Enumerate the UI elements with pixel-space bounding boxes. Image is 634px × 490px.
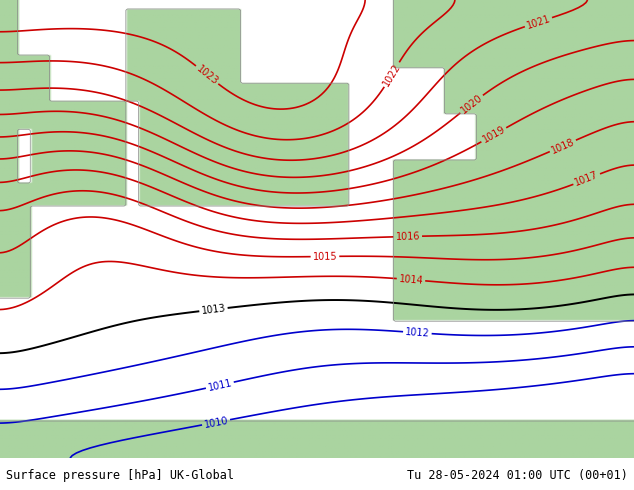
Text: 1020: 1020 [459,93,484,116]
Text: 1016: 1016 [396,231,420,242]
Text: 1015: 1015 [313,251,337,262]
Text: 1011: 1011 [207,378,233,392]
Text: 1022: 1022 [381,61,403,88]
Text: 1010: 1010 [203,415,229,430]
Text: Tu 28-05-2024 01:00 UTC (00+01): Tu 28-05-2024 01:00 UTC (00+01) [407,469,628,482]
Text: 1013: 1013 [201,303,226,316]
Text: 1023: 1023 [195,63,220,87]
Text: 1014: 1014 [398,274,424,286]
Text: 1017: 1017 [573,170,600,188]
Text: 1012: 1012 [404,327,430,339]
Text: 1021: 1021 [525,13,552,31]
Text: 1019: 1019 [481,124,507,145]
Text: 1018: 1018 [550,136,576,155]
Text: Surface pressure [hPa] UK-Global: Surface pressure [hPa] UK-Global [6,469,235,482]
